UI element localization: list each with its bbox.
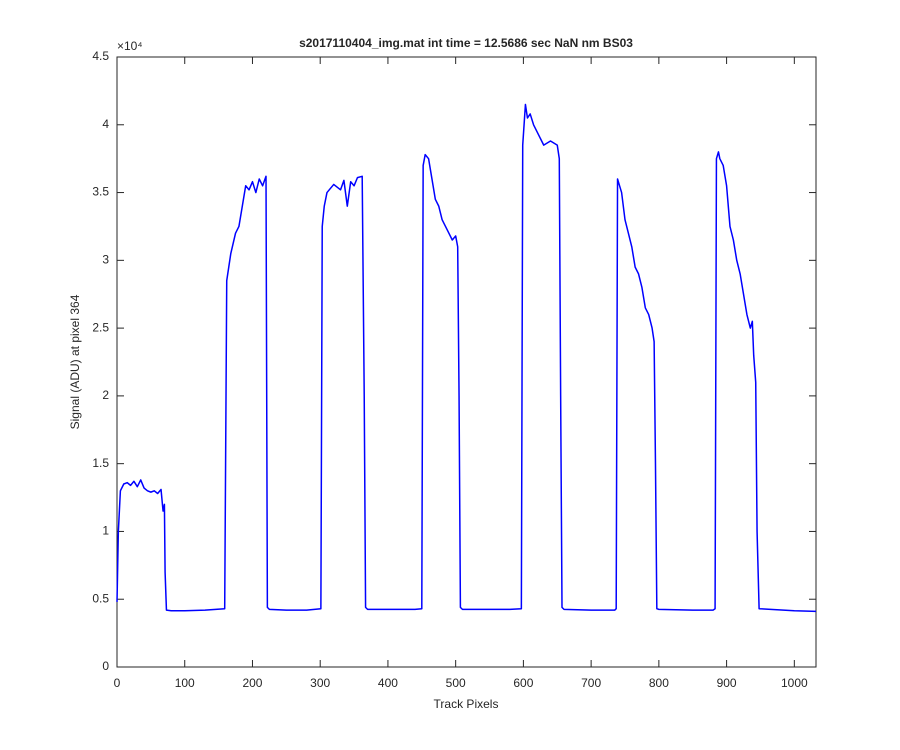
x-tick-label: 700 — [581, 676, 601, 690]
x-tick-label: 800 — [649, 676, 669, 690]
y-tick-label: 2.5 — [92, 320, 109, 334]
y-tick-label: 4.5 — [92, 49, 109, 63]
y-tick-label: 3.5 — [92, 185, 109, 199]
x-tick-label: 900 — [717, 676, 737, 690]
y-tick-label: 1.5 — [92, 456, 109, 470]
y-tick-label: 4 — [102, 117, 109, 131]
x-tick-label: 100 — [175, 676, 195, 690]
x-tick-label: 400 — [378, 676, 398, 690]
x-tick-label: 200 — [242, 676, 262, 690]
y-tick-label: 0.5 — [92, 591, 109, 605]
y-axis-label: Signal (ADU) at pixel 364 — [68, 294, 82, 429]
y-tick-label: 1 — [102, 524, 109, 538]
x-axis-label: Track Pixels — [434, 697, 499, 711]
y-tick-label: 2 — [102, 388, 109, 402]
data-line — [116, 103, 817, 613]
x-tick-label: 1000 — [781, 676, 808, 690]
y-tick-label: 3 — [102, 253, 109, 267]
y-tick-label: 0 — [102, 659, 109, 673]
x-tick-label: 600 — [513, 676, 533, 690]
y-multiplier: ×10⁴ — [117, 39, 143, 53]
x-tick-label: 0 — [114, 676, 121, 690]
x-tick-label: 500 — [446, 676, 466, 690]
x-tick-label: 300 — [310, 676, 330, 690]
chart-title: s2017110404_img.mat int time = 12.5686 s… — [299, 36, 633, 50]
plot-box — [116, 56, 817, 668]
